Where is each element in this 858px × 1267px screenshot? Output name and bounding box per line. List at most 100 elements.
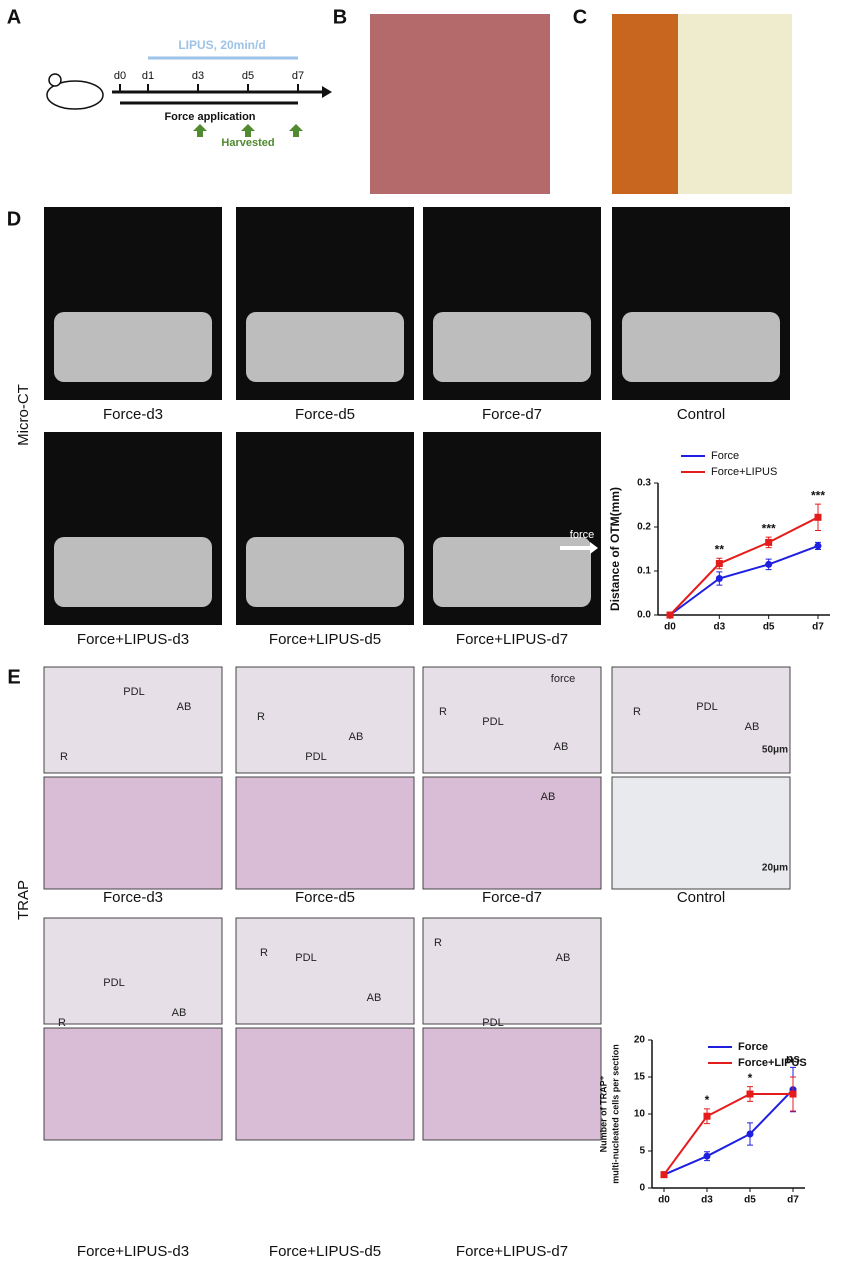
x-tick-label: d5: [763, 622, 775, 633]
trap-caption: Control: [677, 889, 725, 906]
point: [765, 538, 773, 546]
tissue-label: PDL: [103, 977, 124, 989]
legend-label: Force: [711, 450, 739, 462]
force-arrow-label: force: [570, 529, 594, 541]
ct-caption: Force+LIPUS-d5: [269, 631, 381, 648]
ct-caption: Force+LIPUS-d3: [77, 631, 189, 648]
y-axis-label: Distance of OTM(mm): [608, 487, 622, 611]
trap-caption: Force-d7: [482, 889, 542, 906]
panel-letter: D: [7, 208, 21, 230]
x-tick-label: d7: [787, 1195, 799, 1206]
ct-caption: Force-d3: [103, 406, 163, 423]
force-arrow: [560, 542, 598, 554]
ct-tooth: [433, 537, 591, 607]
significance: **: [715, 542, 725, 556]
significance: ***: [762, 521, 776, 535]
y-tick-label: 0.3: [637, 478, 651, 489]
x-tick-label: d3: [713, 622, 725, 633]
trap-image: [611, 666, 791, 774]
tissue-label: AB: [554, 741, 569, 753]
trap-caption: Force-d5: [295, 889, 355, 906]
photo-rat: [678, 14, 792, 194]
x-tick-label: d7: [812, 622, 824, 633]
trap-image: [43, 917, 223, 1025]
x-tick-label: d5: [744, 1195, 756, 1206]
harvest-arrow: [241, 124, 255, 137]
day-label: d7: [292, 70, 304, 82]
trap-caption: Force+LIPUS-d3: [77, 1243, 189, 1260]
y-tick-label: 0: [639, 1183, 645, 1194]
tissue-label: PDL: [305, 751, 326, 763]
trap-zoom: [235, 1027, 415, 1141]
legend-label: Force+LIPUS: [738, 1057, 807, 1069]
x-tick-label: d0: [658, 1195, 670, 1206]
scale-bar: 20μm: [762, 863, 788, 874]
tissue-label: PDL: [482, 716, 503, 728]
tissue-label: AB: [349, 731, 364, 743]
day-label: d5: [242, 70, 254, 82]
day-label: d3: [192, 70, 204, 82]
scale-bar: 50μm: [762, 745, 788, 756]
tissue-label: R: [58, 1017, 66, 1029]
tissue-label: R: [439, 706, 447, 718]
tissue-label: R: [260, 947, 268, 959]
row-label: TRAP: [15, 880, 32, 920]
ct-tooth: [246, 537, 404, 607]
tissue-label: R: [60, 751, 68, 763]
y-tick-label: 10: [634, 1109, 646, 1120]
harvest-arrow: [193, 124, 207, 137]
significance: ***: [811, 488, 825, 502]
point: [789, 1090, 797, 1098]
tissue-label: AB: [556, 952, 571, 964]
time-arrow: [322, 86, 332, 98]
x-tick-label: d3: [701, 1195, 713, 1206]
legend-label: Force: [738, 1041, 768, 1053]
tissue-label: PDL: [123, 686, 144, 698]
ct-caption: Control: [677, 406, 725, 423]
trap-image: [422, 666, 602, 774]
point: [746, 1130, 754, 1138]
tissue-label: force: [551, 673, 575, 685]
tissue-label: R: [434, 937, 442, 949]
series-line: [669, 516, 819, 616]
point: [666, 611, 674, 619]
ct-tooth: [54, 312, 212, 382]
trap-zoom: [43, 1027, 223, 1141]
trap-caption: Force+LIPUS-d5: [269, 1243, 381, 1260]
trap-zoom: [422, 776, 602, 890]
day-label: d1: [142, 70, 154, 82]
tissue-label: PDL: [696, 701, 717, 713]
significance: *: [748, 1071, 753, 1085]
point: [746, 1090, 754, 1098]
trap-caption: Force+LIPUS-d7: [456, 1243, 568, 1260]
photo-rat-left: [612, 14, 678, 194]
force-label: Force application: [164, 111, 255, 123]
point: [814, 513, 822, 521]
trap-zoom: [235, 776, 415, 890]
trap-caption: Force-d3: [103, 889, 163, 906]
y-tick-label: 15: [634, 1072, 646, 1083]
row-label: Micro-CT: [15, 384, 32, 446]
series-line: [663, 1093, 793, 1176]
point: [715, 574, 723, 582]
tissue-label: AB: [172, 1007, 187, 1019]
y-tick-label: 5: [639, 1146, 645, 1157]
harvested-label: Harvested: [221, 137, 274, 149]
point: [660, 1171, 668, 1179]
trap-image: [43, 666, 223, 774]
trap-image: [235, 917, 415, 1025]
ct-tooth: [622, 312, 780, 382]
y-tick-label: 0.1: [637, 566, 651, 577]
significance: *: [705, 1093, 710, 1107]
tissue-label: PDL: [295, 952, 316, 964]
ct-caption: Force+LIPUS-d7: [456, 631, 568, 648]
tissue-label: R: [633, 706, 641, 718]
tissue-label: AB: [177, 701, 192, 713]
point: [765, 560, 773, 568]
ct-caption: Force-d7: [482, 406, 542, 423]
point: [814, 542, 822, 550]
trap-image: [235, 666, 415, 774]
y-tick-label: 0.0: [637, 610, 651, 621]
y-tick-label: 20: [634, 1035, 646, 1046]
